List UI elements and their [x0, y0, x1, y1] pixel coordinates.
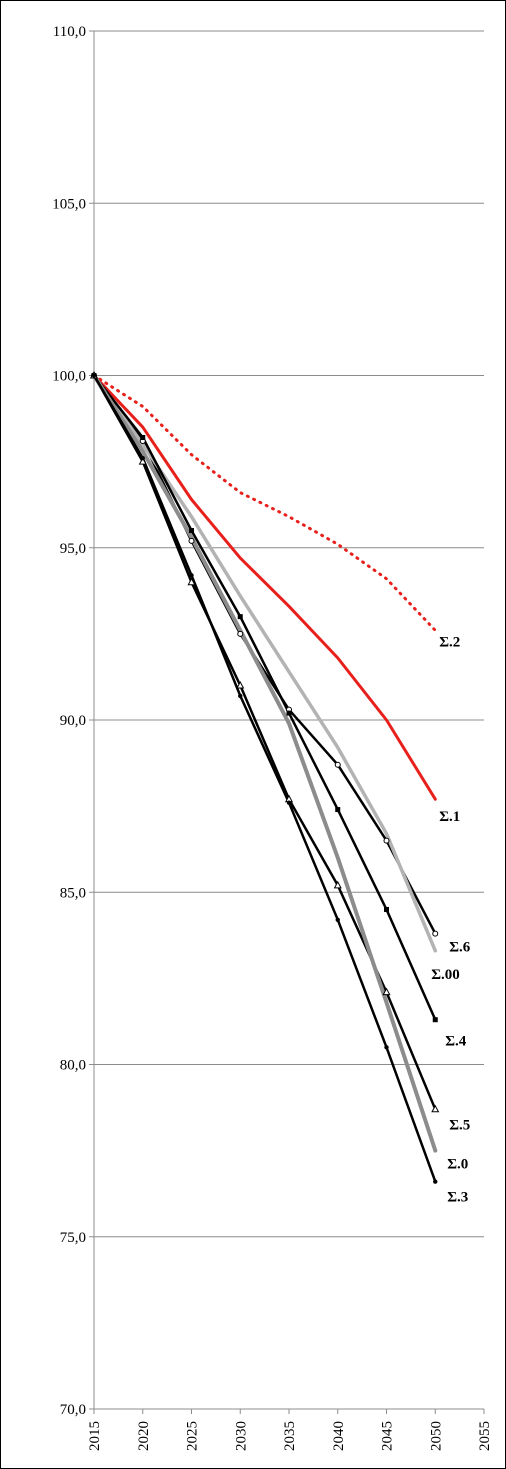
data-point-marker	[286, 710, 292, 716]
y-tick-label: 85,0	[60, 885, 86, 901]
series-label: Σ.1	[439, 809, 460, 825]
series-markers	[89, 370, 440, 1184]
gridlines	[94, 30, 484, 1238]
data-point-marker	[433, 1179, 438, 1184]
series-end-labels: Σ.2 Σ.1 Σ.6 Σ.00 Σ.4 Σ.5 Σ.0 Σ.3	[431, 634, 471, 1205]
series-label: Σ.4	[445, 1034, 467, 1050]
data-point-marker	[286, 800, 292, 805]
x-tick-label: 2025	[185, 1421, 201, 1451]
series-lines	[92, 373, 438, 1183]
x-tick-label: 2035	[282, 1421, 298, 1451]
x-tick-label: 2045	[380, 1421, 396, 1451]
series-line	[92, 374, 437, 1183]
x-tick-label: 2015	[87, 1421, 103, 1451]
series-line	[92, 374, 437, 632]
y-tick-label: 105,0	[52, 196, 86, 212]
data-point-marker	[333, 880, 342, 889]
x-axis-tick-labels: 2015 2020 2025 2030 2035 2040 2045 2050 2055	[87, 1421, 493, 1451]
data-point-marker	[138, 457, 147, 465]
series-line	[92, 373, 438, 1153]
series-label: Σ.5	[449, 1117, 470, 1133]
y-tick-label: 80,0	[60, 1058, 86, 1074]
data-point-marker	[187, 577, 196, 586]
series-label: Σ.3	[447, 1190, 468, 1206]
data-point-marker	[140, 435, 146, 441]
x-tick-label: 2055	[477, 1421, 493, 1451]
data-point-marker	[140, 455, 145, 461]
series-line	[92, 374, 437, 801]
data-point-marker	[335, 807, 341, 813]
data-point-marker	[383, 837, 390, 844]
data-point-marker	[189, 573, 194, 578]
data-point-marker	[91, 373, 97, 378]
series-label: Σ.0	[447, 1157, 468, 1173]
y-tick-label: 75,0	[60, 1230, 86, 1246]
series-label: Σ.6	[449, 940, 471, 956]
y-tick-label: 110,0	[53, 24, 86, 40]
axes	[89, 30, 485, 1414]
data-point-marker	[236, 680, 245, 689]
data-point-marker	[189, 528, 194, 534]
x-tick-label: 2040	[331, 1421, 347, 1451]
data-point-marker	[432, 930, 439, 937]
data-point-marker	[432, 1017, 438, 1023]
data-point-marker	[384, 1045, 389, 1050]
data-point-marker	[431, 1104, 440, 1113]
data-point-marker	[335, 917, 340, 923]
data-point-marker	[188, 537, 195, 544]
series-line	[92, 373, 438, 953]
x-tick-label: 2020	[136, 1421, 152, 1451]
y-tick-label: 70,0	[60, 1402, 86, 1418]
x-tick-label: 2050	[428, 1421, 444, 1451]
series-label: Σ.2	[439, 634, 460, 650]
x-tick-label: 2030	[233, 1421, 249, 1451]
data-point-marker	[384, 906, 389, 912]
y-tick-label: 95,0	[60, 541, 86, 557]
data-point-marker	[237, 630, 244, 637]
series-label: Σ.00	[431, 967, 460, 983]
data-point-marker	[334, 761, 341, 768]
series-line	[92, 374, 437, 1021]
y-axis-tick-labels: 70,0 75,0 80,0 85,0 90,0 95,0 100,0 105,0 110,0	[52, 24, 86, 1418]
data-point-marker	[237, 614, 243, 620]
data-point-marker	[382, 987, 391, 996]
y-tick-label: 100,0	[52, 369, 86, 385]
data-point-marker	[238, 693, 243, 699]
y-tick-label: 90,0	[60, 713, 86, 729]
